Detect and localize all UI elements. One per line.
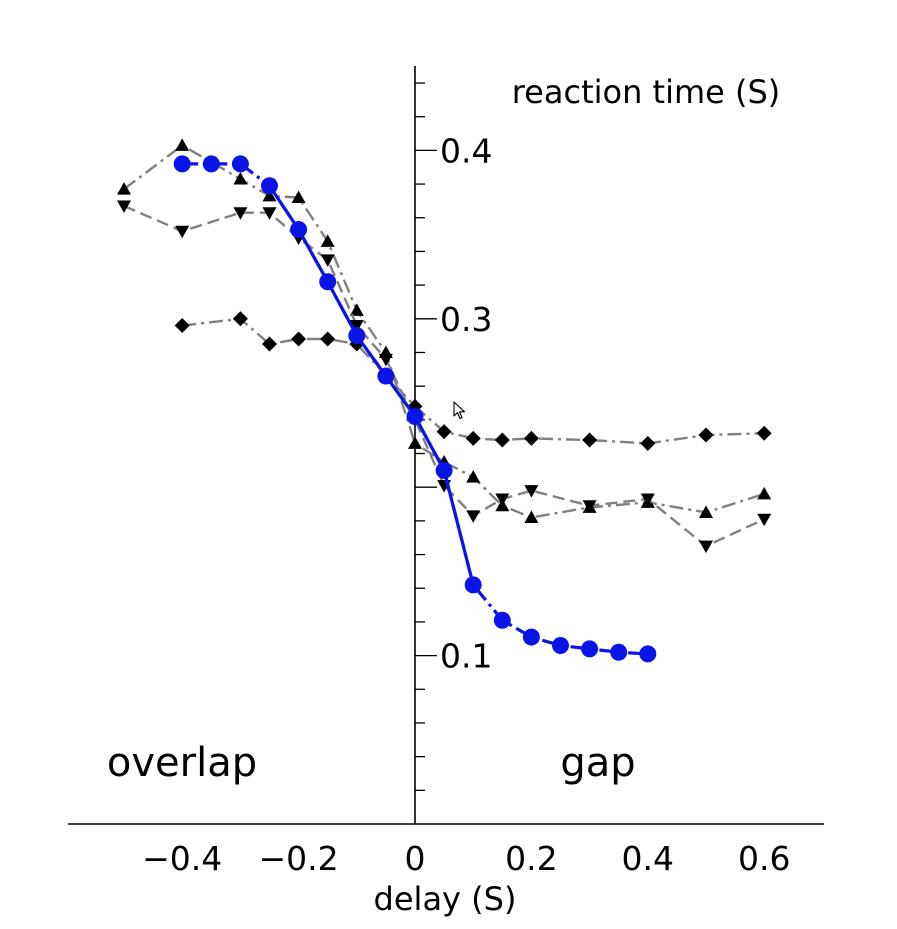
data-point-circle: [522, 628, 540, 646]
data-point-circle: [377, 367, 395, 385]
series-line-solid-segment: [268, 184, 475, 586]
x-tick-label: 0.6: [738, 839, 790, 878]
y-axis-label: reaction time (S): [512, 73, 781, 111]
data-point-circle: [319, 273, 337, 291]
data-point-diamond: [523, 430, 539, 446]
data-point-triangle-up: [175, 138, 190, 151]
series-line-triangle-up: [123, 144, 765, 519]
data-point-triangle-up: [320, 234, 335, 247]
data-point-circle: [435, 461, 453, 479]
series-layer: [117, 138, 772, 663]
data-point-circle: [406, 407, 424, 425]
data-point-triangle-down: [349, 320, 364, 333]
data-point-circle: [581, 640, 599, 658]
data-point-circle: [290, 221, 308, 239]
data-point-triangle-down: [233, 207, 248, 220]
series-line-triangle-down: [123, 204, 765, 548]
data-point-triangle-up: [408, 436, 422, 449]
series-triangle-down: [117, 200, 772, 554]
data-point-triangle-up: [466, 470, 481, 483]
x-tick-label: 0.2: [505, 839, 557, 878]
y-ticks: 0.1 0.3 0.4: [415, 82, 492, 791]
series-diamond: [174, 311, 772, 451]
data-point-triangle-down: [466, 510, 481, 523]
data-point-circle: [202, 155, 220, 173]
data-point-triangle-up: [117, 182, 131, 195]
data-point-circle: [610, 643, 628, 661]
mouse-cursor-icon: [453, 401, 466, 420]
data-point-triangle-up: [262, 188, 277, 202]
x-ticks: −0.4 −0.2 0 0.2 0.4 0.6: [142, 839, 790, 878]
series-circle: [173, 155, 657, 663]
y-tick-label: 0.3: [440, 300, 492, 339]
data-point-circle: [261, 177, 278, 195]
data-point-diamond: [320, 331, 336, 347]
data-point-diamond: [436, 424, 452, 440]
data-point-triangle-up: [349, 303, 364, 316]
data-point-circle: [231, 155, 249, 173]
data-point-diamond: [465, 430, 481, 446]
data-point-triangle-down: [495, 493, 510, 506]
data-point-triangle-down: [582, 500, 597, 513]
data-point-triangle-down: [699, 540, 713, 554]
x-tick-label: −0.4: [142, 839, 222, 878]
overlap-annotation: overlap: [107, 740, 257, 786]
data-point-triangle-up: [291, 190, 306, 204]
data-point-diamond: [756, 425, 772, 441]
data-point-diamond: [698, 427, 714, 443]
data-point-diamond: [291, 331, 307, 347]
data-point-triangle-down: [320, 254, 335, 267]
y-tick-label: 0.4: [440, 131, 492, 170]
data-point-circle: [348, 327, 366, 345]
x-tick-label: 0.4: [622, 839, 674, 878]
gap-annotation: gap: [560, 740, 635, 786]
x-tick-label: 0: [405, 839, 426, 878]
data-point-triangle-down: [378, 353, 393, 367]
data-point-diamond: [582, 432, 598, 448]
data-point-triangle-up: [699, 505, 713, 518]
data-point-triangle-down: [524, 485, 539, 498]
data-point-triangle-up: [524, 510, 539, 524]
data-point-diamond: [640, 435, 656, 451]
x-tick-label: −0.2: [259, 839, 339, 878]
axes: 0.1 0.3 0.4 −0.4 −0.2 0 0.2 0.4 0.6: [68, 66, 824, 878]
data-point-circle: [173, 155, 191, 173]
data-point-triangle-up: [757, 486, 772, 500]
data-point-diamond: [494, 432, 510, 448]
data-point-circle: [464, 576, 482, 594]
data-point-triangle-down: [117, 200, 131, 213]
data-point-triangle-down: [175, 225, 190, 239]
y-tick-label: 0.1: [440, 637, 492, 676]
data-point-diamond: [232, 311, 248, 327]
data-point-circle: [493, 611, 511, 629]
data-point-diamond: [174, 318, 190, 334]
data-point-triangle-down: [640, 493, 655, 506]
data-point-triangle-up: [233, 172, 248, 185]
data-point-circle: [552, 636, 569, 654]
data-point-diamond: [262, 336, 277, 352]
data-point-circle: [639, 645, 657, 663]
data-point-triangle-down: [262, 207, 277, 220]
data-point-triangle-down: [757, 513, 772, 527]
x-axis-label: delay (S): [374, 880, 517, 918]
